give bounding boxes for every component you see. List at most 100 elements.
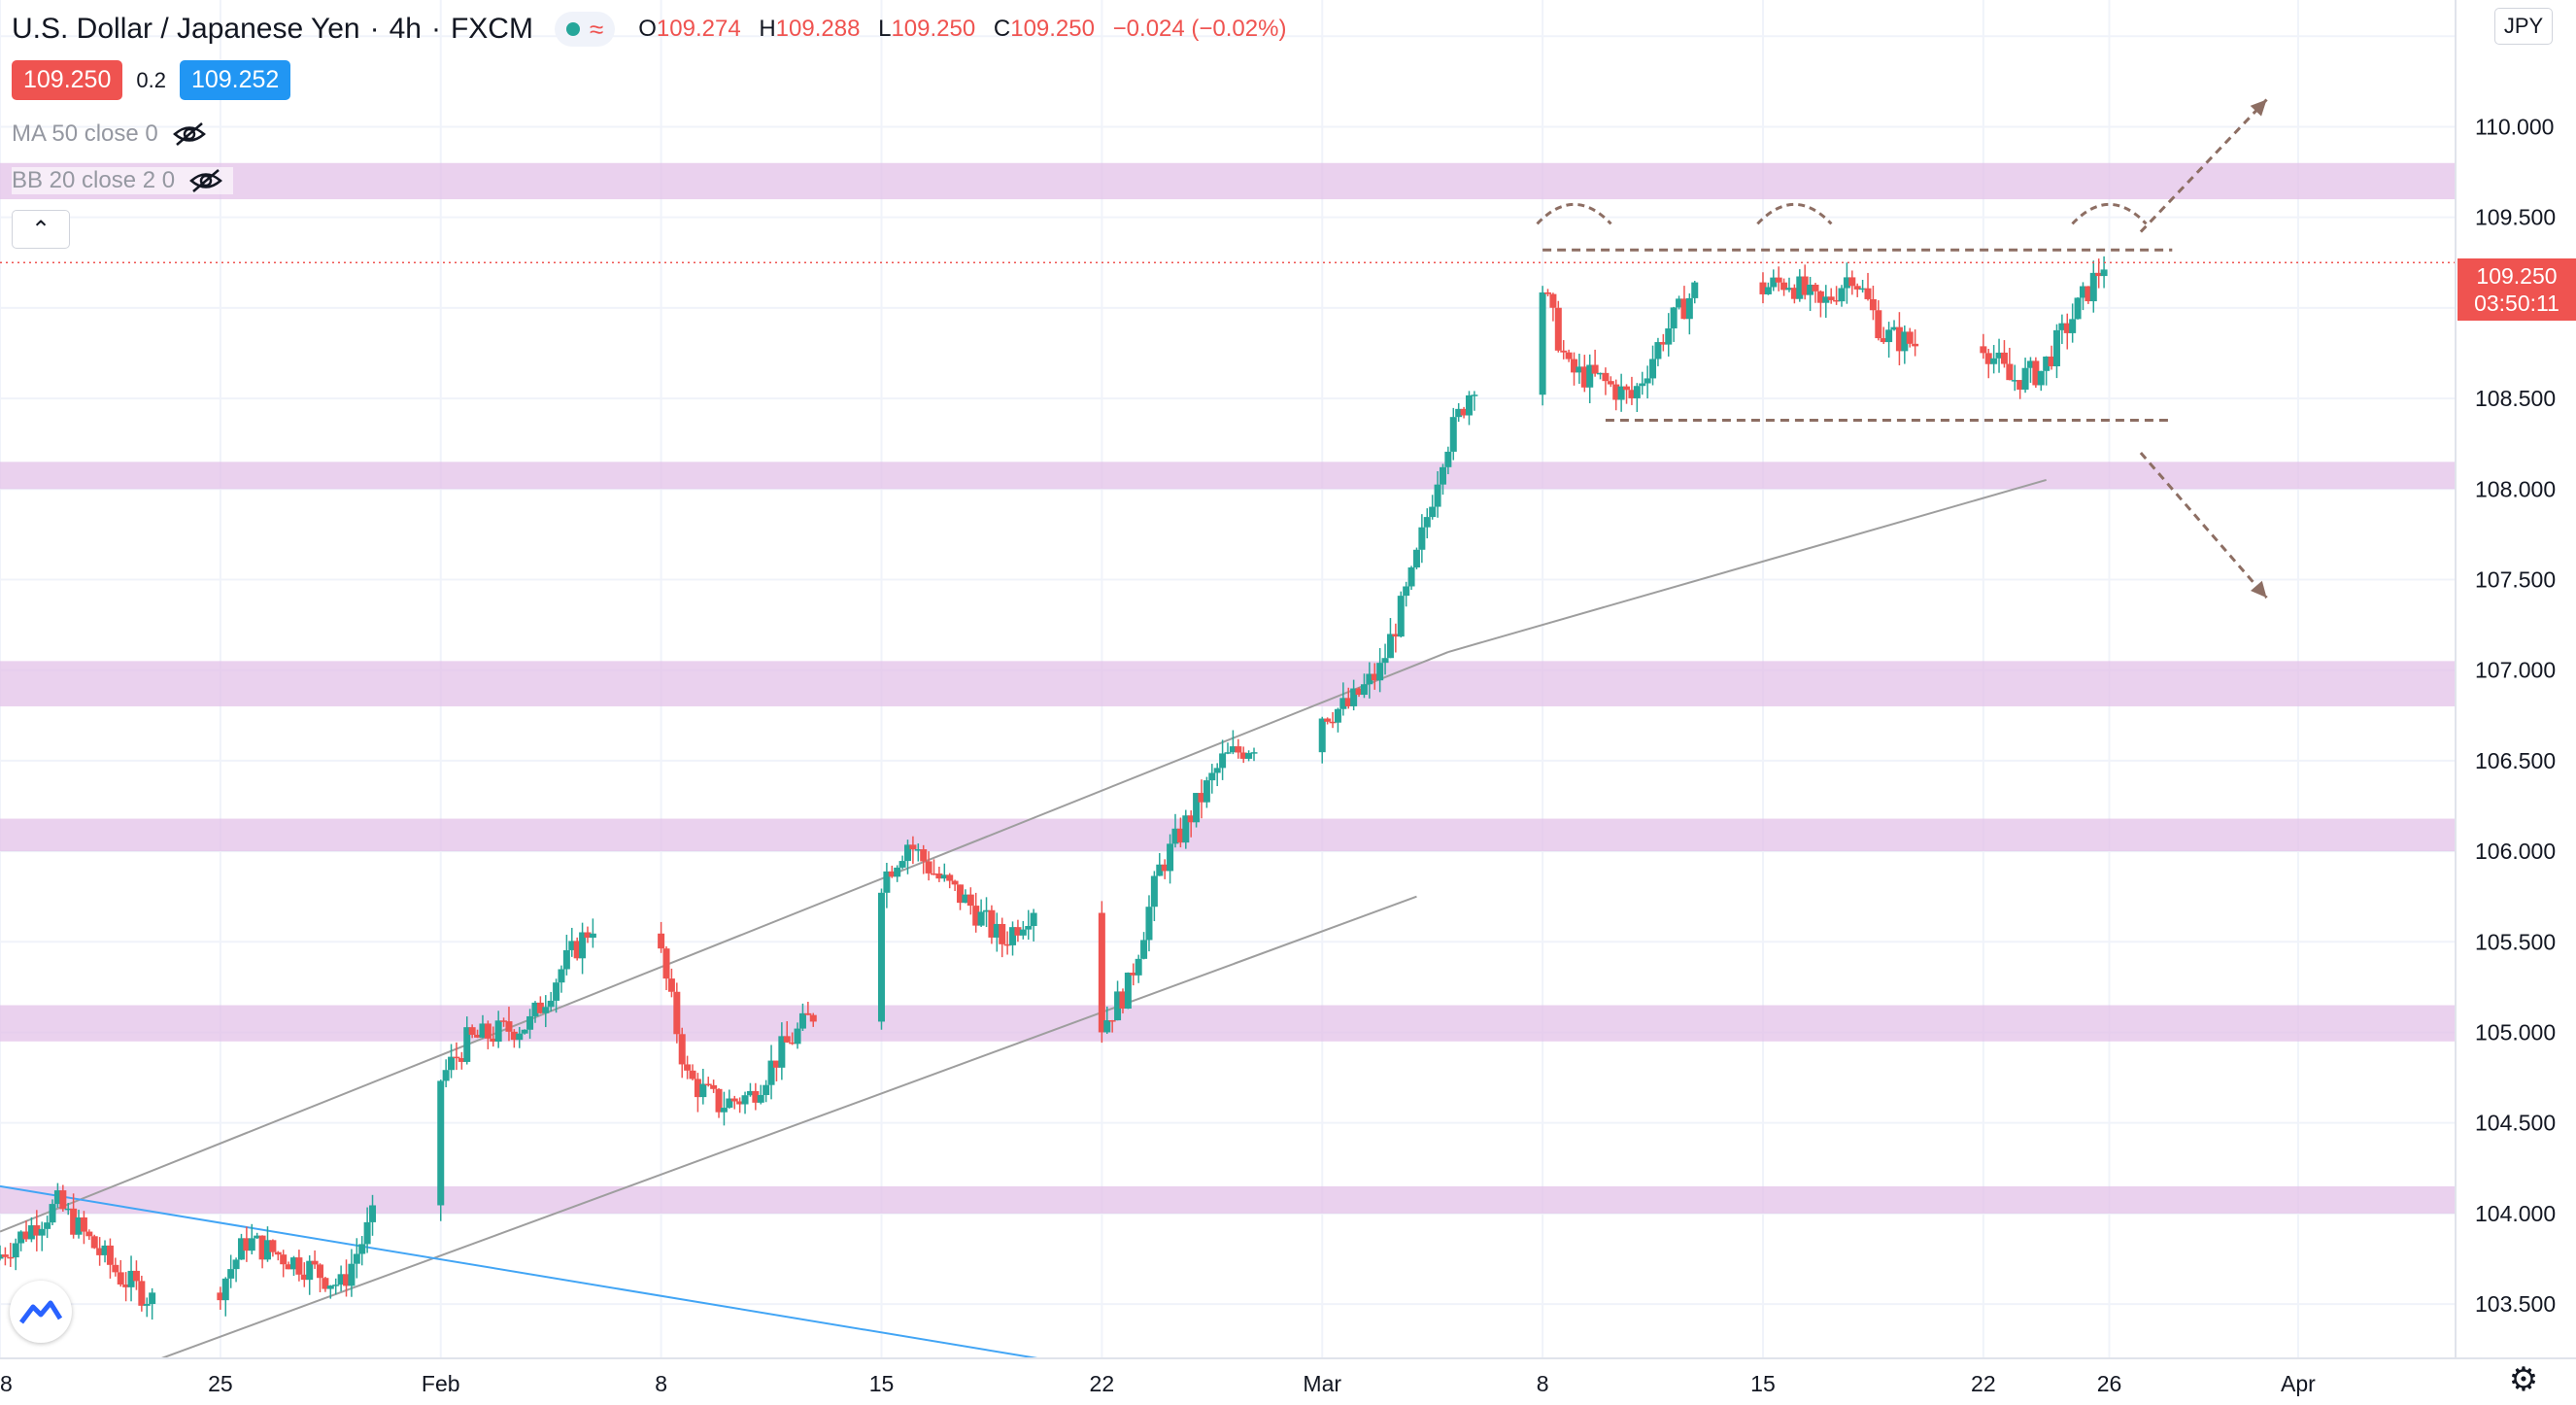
candle-body [736,1101,744,1105]
candle-body [1182,815,1190,843]
candle-body [1676,298,1683,308]
candle-body [2069,319,2077,333]
candle-body [1381,658,1389,664]
candle-body [1465,394,1473,416]
candle-body [1853,286,1861,290]
candle-body [1990,358,1998,364]
time-tick-label: 8 [1537,1371,1549,1396]
candle-body [295,1257,303,1275]
candle-body [763,1084,770,1095]
candle-body [1130,973,1137,976]
candle-body [1880,338,1887,343]
candle-body [1801,276,1809,295]
buy-button[interactable]: 109.252 [179,60,291,100]
candle-body [458,1058,465,1062]
candle-body [1350,688,1358,706]
collapse-legend-button[interactable]: ⌃ [12,210,70,249]
candle-body [1623,386,1631,391]
candle-body [521,1029,528,1034]
indicator-ma[interactable]: MA 50 close 0 [12,120,207,148]
sell-button[interactable]: 109.250 [12,60,123,100]
candle-body [531,1002,539,1016]
candle-body [1224,752,1232,754]
candle-body [914,849,922,851]
candle-body [1639,383,1646,387]
candles [0,256,2108,1320]
candle-body [746,1090,754,1096]
close-value: 109.250 [1010,16,1095,42]
market-status-pill[interactable]: ≈ [554,12,616,47]
candle-body [684,1064,692,1071]
candle-body [49,1204,56,1223]
bar-countdown: 03:50:11 [2474,291,2559,316]
candle-body [794,1028,801,1045]
candle-body [232,1259,240,1270]
candle-body [2052,329,2060,366]
sr-zone [0,1005,2456,1042]
candle-body [1759,282,1767,294]
candle-body [1780,282,1788,291]
sr-zone [0,661,2456,706]
candle-body [442,1070,450,1081]
candle-body [704,1083,712,1085]
candle-body [1245,753,1253,759]
eye-crossed-icon[interactable] [172,121,207,147]
candle-body [237,1238,245,1260]
low-value: 109.250 [891,16,976,42]
candle-body [962,894,969,904]
indicator-bb[interactable]: BB 20 close 2 0 [12,167,234,194]
currency-button[interactable]: JPY [2494,8,2553,45]
time-tick-label: Apr [2281,1371,2316,1396]
ohlc-readout: O109.274 H109.288 L109.250 C109.250 −0.0… [638,16,1287,42]
candle-body [490,1038,497,1043]
candle-body [1607,381,1614,385]
candle-body [1449,417,1457,452]
direction-arrow-line [2139,452,2268,600]
candle-body [1633,386,1641,398]
candle-body [972,906,980,926]
candle-body [122,1284,130,1287]
candle-body [2021,367,2029,391]
candle-body [1685,297,1693,320]
candle-body [2011,380,2018,382]
candle-body [1995,352,2003,359]
title-separator: · [369,13,380,45]
candle-body [1213,768,1221,773]
candle-body [1790,288,1798,299]
candle-body [1376,663,1384,681]
candle-body [935,874,943,879]
tradingview-logo-icon[interactable] [10,1281,72,1343]
candle-body [463,1027,471,1062]
candle-body [2079,286,2086,298]
candle-body [1403,586,1410,597]
candle-body [1198,793,1205,803]
time-tick-label: 22 [1090,1371,1115,1396]
candle-body [322,1278,329,1289]
candle-body [311,1260,319,1265]
interval-label[interactable]: 4h [389,13,422,45]
eye-crossed-icon[interactable] [188,168,223,193]
candle-body [448,1056,456,1071]
candle-body [1103,1020,1111,1033]
gear-icon[interactable]: ⚙ [2508,1361,2539,1398]
candle-body [673,991,681,1035]
replay-wave-icon: ≈ [589,15,604,44]
symbol-title[interactable]: U.S. Dollar / Japanese Yen [12,13,360,45]
candle-body [988,909,996,938]
candle-body [2085,286,2092,302]
candle-body [1901,331,1909,352]
candle-body [332,1285,340,1286]
candle-body [53,1190,61,1205]
candle-body [1,1254,9,1257]
buy-sell-panel: 109.250 0.2 109.252 [12,60,291,100]
candle-body [106,1245,114,1265]
candle-body [516,1033,524,1041]
candle-body [1912,343,1919,347]
candle-body [1984,353,1992,364]
candle-body [579,932,587,959]
candle-body [2074,297,2082,320]
candle-body [1549,293,1557,308]
candle-body [946,874,954,881]
price-tick-label: 108.000 [2475,476,2556,501]
